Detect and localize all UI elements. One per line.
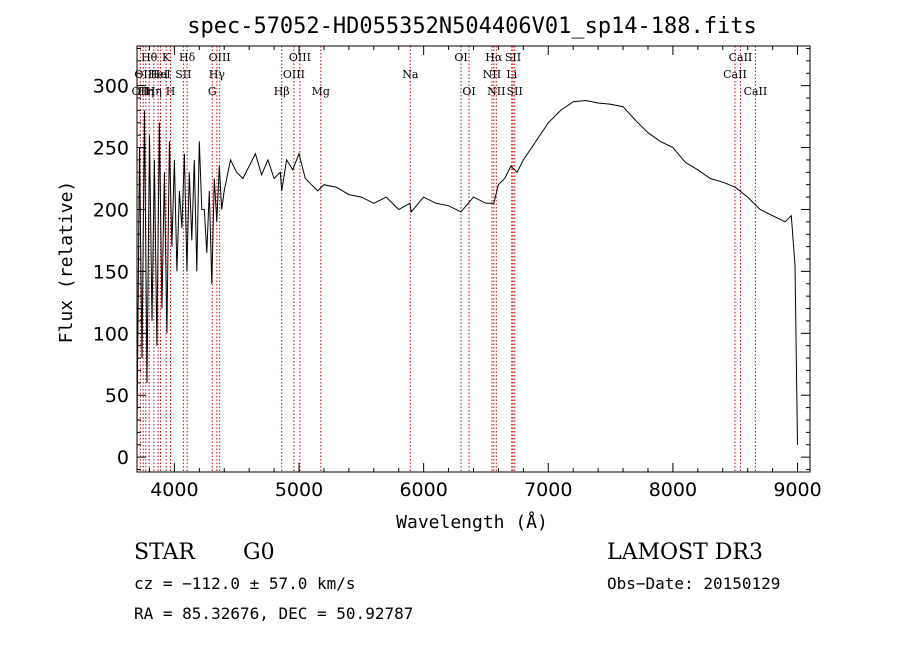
line-label-24: Li — [506, 68, 517, 81]
line-label-21: NII — [483, 68, 501, 81]
line-label-5: HeI — [148, 68, 168, 81]
object-class: STAR — [134, 540, 196, 565]
plot-frame — [136, 45, 811, 473]
survey-name: LAMOST DR3 — [607, 540, 763, 565]
line-label-14: Hβ — [274, 85, 290, 98]
x-tick-label-3: 7000 — [524, 479, 572, 501]
line-label-9: SII — [175, 68, 191, 81]
line-label-11: G — [208, 85, 217, 98]
x-axis-title: Wavelength (Å) — [396, 511, 548, 533]
line-label-26: SII — [507, 85, 523, 98]
y-tick-label-1: 50 — [105, 385, 129, 407]
object-subclass: G0 — [243, 540, 275, 565]
line-label-0: OII — [132, 85, 150, 98]
line-label-23: NII — [487, 85, 505, 98]
y-tick-label-5: 250 — [93, 138, 129, 160]
x-tick-label-5: 9000 — [773, 479, 821, 501]
chart-title: spec-57052-HD055352N504406V01_sp14-188.f… — [187, 14, 757, 39]
line-label-12: Hγ — [209, 68, 226, 81]
line-label-10: Hδ — [179, 51, 196, 64]
line-label-3: Hθ — [141, 51, 158, 64]
line-label-6: HeI — [150, 68, 170, 81]
line-label-1: OII — [134, 68, 152, 81]
line-label-19: OI — [454, 51, 467, 64]
y-tick-label-6: 300 — [93, 76, 129, 98]
coordinates: RA = 85.32676, DEC = 50.92787 — [134, 604, 413, 623]
x-tick-label-4: 8000 — [649, 479, 697, 501]
obs-date: Obs−Date: 20150129 — [607, 574, 780, 593]
line-labels: OIIOIIHηHθHηHeIHeIKHSIIHδGHγOIIIHβOIIIOI… — [132, 51, 768, 98]
x-axis: 4000 5000 6000 7000 8000 9000 — [148, 46, 822, 501]
line-label-28: CaII — [729, 51, 753, 64]
line-label-15: OIII — [283, 68, 305, 81]
line-markers — [139, 46, 756, 472]
line-label-13: OIII — [209, 51, 231, 64]
line-label-29: CaII — [744, 85, 768, 98]
line-label-27: CaII — [723, 68, 747, 81]
velocity-info: cz = −112.0 ± 57.0 km/s — [134, 574, 356, 593]
x-tick-label-0: 4000 — [150, 479, 198, 501]
y-tick-label-2: 100 — [93, 323, 129, 345]
y-tick-label-3: 150 — [93, 261, 129, 283]
y-axis: 0 50 100 150 200 250 300 — [93, 47, 810, 471]
spectrum-series — [136, 99, 798, 445]
line-label-25: SII — [505, 51, 521, 64]
x-tick-label-1: 5000 — [275, 479, 323, 501]
line-label-22: Hα — [485, 51, 503, 64]
x-tick-label-2: 6000 — [399, 479, 447, 501]
y-tick-label-4: 200 — [93, 199, 129, 221]
line-label-18: Na — [402, 68, 419, 81]
line-label-2: Hη — [138, 85, 154, 98]
y-tick-label-0: 0 — [117, 447, 129, 469]
line-label-17: Mg — [312, 85, 330, 98]
y-axis-title: Flux (relative) — [56, 181, 77, 344]
line-label-20: OI — [462, 85, 475, 98]
line-label-7: K — [162, 51, 171, 64]
line-label-8: H — [166, 85, 176, 98]
line-label-16: OIII — [289, 51, 311, 64]
line-label-4: Hη — [146, 85, 162, 98]
